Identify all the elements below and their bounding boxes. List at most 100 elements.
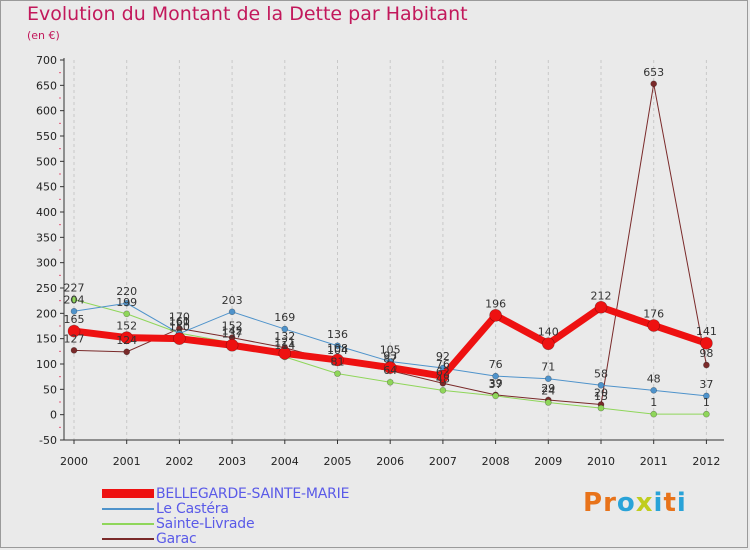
data-label-garac-2007: 62 — [436, 365, 450, 378]
data-label-le-cast-ra-2012: 37 — [699, 378, 713, 391]
data-label-garac-2004: 132 — [274, 330, 295, 343]
data-label-sainte-livrade-2004: 114 — [274, 339, 295, 352]
logo-letter: r — [603, 488, 617, 518]
y-tick-label-500: 500 — [36, 155, 57, 168]
data-point-garac-2000 — [70, 347, 78, 354]
data-label-le-cast-ra-2002: 160 — [169, 316, 190, 329]
data-point-bellegarde-sainte-marie-2002 — [173, 332, 186, 345]
data-label-sainte-livrade-2003: 142 — [222, 325, 243, 338]
data-point-bellegarde-sainte-marie-2006 — [383, 361, 397, 374]
y-tick-label-0: 0 — [50, 409, 57, 422]
data-point-le-cast-ra-2005 — [334, 342, 341, 350]
legend-item-le-castera: Le Castéra — [102, 500, 349, 517]
data-label-sainte-livrade-2005: 81 — [331, 356, 345, 369]
data-point-bellegarde-sainte-marie-2003 — [225, 338, 239, 352]
data-label-le-cast-ra-2001: 220 — [116, 285, 137, 298]
data-label-le-cast-ra-2004: 169 — [274, 311, 295, 324]
legend-swatch-bellegarde — [102, 489, 154, 498]
data-point-le-cast-ra-2004 — [281, 325, 289, 333]
data-label-sainte-livrade-2001: 199 — [116, 296, 137, 309]
data-point-le-cast-ra-2003 — [228, 308, 236, 316]
data-label-garac-2002: 170 — [169, 311, 190, 324]
data-label-bellegarde-sainte-marie-2003: 137 — [222, 327, 243, 340]
data-label-bellegarde-sainte-marie-2008: 196 — [485, 297, 506, 310]
data-label-sainte-livrade-2006: 64 — [383, 364, 397, 377]
data-point-sainte-livrade-2001 — [123, 310, 130, 318]
data-point-sainte-livrade-2007 — [439, 387, 447, 394]
data-label-le-cast-ra-2009: 71 — [541, 361, 555, 374]
data-label-le-cast-ra-2006: 105 — [380, 343, 401, 356]
logo-letter: x — [635, 488, 654, 518]
data-point-garac-2001 — [123, 348, 130, 356]
data-point-sainte-livrade-2000 — [70, 296, 78, 303]
y-tick-label-600: 600 — [36, 105, 57, 118]
data-label-sainte-livrade-2002: 161 — [169, 315, 190, 328]
data-label-garac-2008: 39 — [489, 377, 503, 390]
data-label-bellegarde-sainte-marie-2002: 150 — [169, 321, 190, 334]
data-label-garac-2000: 127 — [64, 332, 85, 345]
data-point-bellegarde-sainte-marie-2010 — [594, 300, 608, 314]
data-point-bellegarde-sainte-marie-2007 — [436, 369, 450, 383]
x-tick-label-2002: 2002 — [165, 455, 193, 468]
data-label-bellegarde-sainte-marie-2011: 176 — [643, 307, 664, 320]
data-point-le-cast-ra-2000 — [70, 308, 78, 315]
data-point-sainte-livrade-2012 — [703, 410, 710, 418]
logo-letter: t — [663, 488, 677, 518]
data-point-sainte-livrade-2005 — [334, 370, 341, 377]
data-point-le-cast-ra-2011 — [650, 387, 658, 394]
data-label-le-cast-ra-2005: 136 — [327, 328, 348, 341]
data-label-garac-2001: 124 — [116, 334, 137, 347]
data-point-le-cast-ra-2012 — [703, 392, 710, 400]
data-label-garac-2012: 98 — [699, 347, 713, 360]
y-tick-label-200: 200 — [36, 307, 57, 320]
data-label-le-cast-ra-2003: 203 — [222, 294, 243, 307]
logo-letter: P — [583, 488, 604, 518]
data-label-garac-2010: 20 — [594, 387, 608, 400]
data-label-bellegarde-sainte-marie-2009: 140 — [538, 326, 559, 339]
data-label-garac-2006: 87 — [383, 353, 397, 366]
data-label-le-cast-ra-2008: 76 — [489, 358, 503, 371]
x-tick-label-2011: 2011 — [640, 455, 668, 468]
data-point-bellegarde-sainte-marie-2011 — [647, 319, 661, 332]
legend-swatch-garac — [102, 537, 154, 540]
y-tick-label-50: 50 — [43, 383, 57, 396]
y-tick-label-550: 550 — [36, 130, 57, 143]
logo-letter: i — [676, 488, 687, 518]
data-label-garac-2003: 152 — [222, 320, 243, 333]
x-tick-label-2006: 2006 — [376, 455, 404, 468]
data-point-le-cast-ra-2010 — [597, 381, 605, 389]
y-tick-label-100: 100 — [36, 358, 57, 371]
data-label-le-cast-ra-2010: 58 — [594, 367, 608, 380]
data-label-garac-2009: 29 — [541, 382, 555, 395]
x-tick-label-2003: 2003 — [218, 455, 246, 468]
chart-title: Evolution du Montant de la Dette par Hab… — [27, 3, 468, 25]
data-label-sainte-livrade-2011: 1 — [650, 396, 657, 409]
x-tick-label-2005: 2005 — [324, 455, 352, 468]
legend-swatch-le-castera — [102, 507, 154, 510]
proxiti-logo: Proxiti — [583, 488, 687, 518]
legend-label-le-castera: Le Castéra — [156, 500, 229, 517]
data-point-sainte-livrade-2009 — [544, 399, 552, 406]
data-label-sainte-livrade-2010: 13 — [594, 390, 608, 403]
y-tick-label-650: 650 — [36, 79, 57, 92]
x-tick-label-2010: 2010 — [587, 455, 615, 468]
data-label-le-cast-ra-2011: 48 — [647, 372, 661, 385]
data-point-sainte-livrade-2006 — [386, 378, 394, 386]
data-point-garac-2011 — [650, 80, 658, 88]
y-tick-label-400: 400 — [36, 206, 57, 219]
logo-letter: i — [653, 488, 664, 518]
data-label-bellegarde-sainte-marie-2001: 152 — [116, 320, 137, 333]
data-label-garac-2011: 653 — [643, 66, 664, 79]
data-label-sainte-livrade-2012: 1 — [703, 396, 710, 409]
data-label-le-cast-ra-2000: 204 — [64, 293, 85, 306]
data-label-bellegarde-sainte-marie-2006: 93 — [383, 350, 397, 363]
data-point-le-cast-ra-2001 — [123, 299, 130, 307]
y-tick-label-450: 450 — [36, 181, 57, 194]
data-point-sainte-livrade-2011 — [650, 410, 658, 418]
legend-item-sainte-livrade: Sainte-Livrade — [102, 516, 349, 532]
data-point-bellegarde-sainte-marie-2000 — [67, 324, 81, 338]
data-label-garac-2005: 104 — [327, 344, 348, 357]
data-point-garac-2012 — [703, 361, 710, 369]
